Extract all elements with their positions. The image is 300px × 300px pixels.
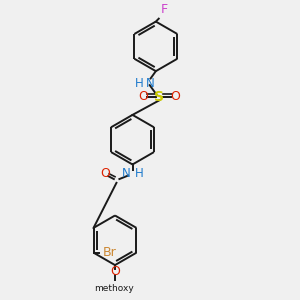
Text: S: S (154, 90, 164, 104)
Text: N: N (146, 77, 154, 90)
Text: F: F (161, 3, 168, 16)
Text: methoxy: methoxy (94, 284, 134, 293)
Text: O: O (170, 90, 180, 103)
Text: O: O (138, 90, 148, 103)
Text: H: H (134, 77, 143, 90)
Text: H: H (134, 167, 143, 180)
Text: O: O (100, 167, 110, 180)
Text: O: O (110, 265, 120, 278)
Text: Br: Br (102, 246, 116, 259)
Text: N: N (122, 167, 131, 180)
